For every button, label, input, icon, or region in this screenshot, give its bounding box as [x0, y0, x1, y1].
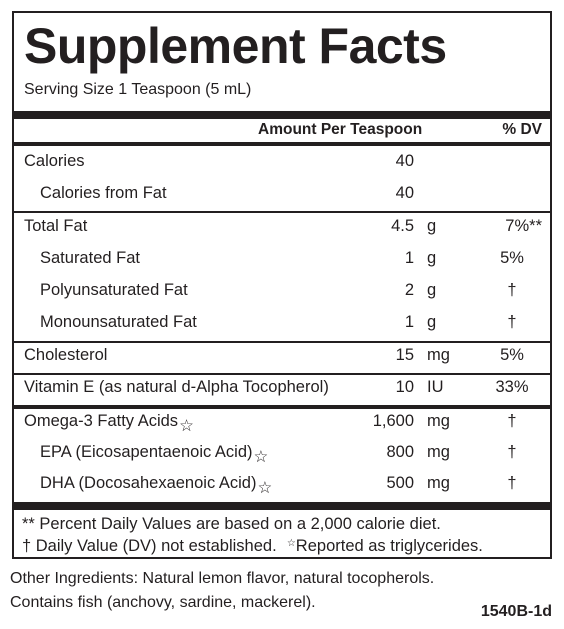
row-label: Vitamin E (as natural d-Alpha Tocopherol…: [24, 377, 329, 398]
row-dv: †: [507, 313, 517, 331]
row-calories: Calories 40: [14, 146, 550, 178]
row-label-text: EPA: [40, 443, 71, 461]
row-unit: IU: [427, 378, 444, 396]
row-dv: 5%: [500, 346, 524, 364]
row-label: Saturated Fat: [40, 249, 140, 267]
row-omega-3: Omega-3 Fatty Acids ☆ 1,600 mg †: [14, 406, 550, 438]
row-saturated-fat: Saturated Fat 1 g 5%: [14, 243, 550, 275]
star-icon: ☆: [286, 538, 296, 549]
divider: [14, 211, 550, 213]
header-dv: % DV: [502, 121, 542, 138]
serving-size: Serving Size 1 Teaspoon (5 mL): [24, 81, 252, 98]
row-amount: 1: [404, 249, 414, 267]
row-label: DHA (Docosahexaenoic Acid) ☆: [40, 473, 272, 497]
footnote-text: † Daily Value (DV) not established.: [22, 537, 277, 555]
row-label: Total Fat: [24, 217, 88, 235]
row-label-text: Omega-3 Fatty Acids: [24, 412, 179, 430]
row-unit: g: [427, 249, 437, 267]
row-dha: DHA (Docosahexaenoic Acid) ☆ 500 mg †: [14, 468, 550, 500]
row-unit: mg: [427, 443, 450, 461]
row-amount: 1,600: [372, 412, 414, 430]
header-rule: [14, 142, 550, 146]
row-amount: 4.5: [391, 217, 414, 235]
row-label: Calories from Fat: [40, 184, 167, 202]
row-unit: mg: [427, 474, 450, 492]
row-dv: †: [507, 281, 517, 299]
divider: [14, 373, 550, 375]
row-label: EPA (Eicosapentaenoic Acid) ☆: [40, 442, 268, 466]
row-vitamin-e: Vitamin E (as natural d-Alpha Tocopherol…: [14, 372, 550, 404]
row-unit: mg: [427, 346, 450, 364]
row-label: Cholesterol: [24, 346, 108, 364]
row-amount: 2: [404, 281, 414, 299]
row-unit: g: [427, 281, 437, 299]
row-label: Omega-3 Fatty Acids ☆: [24, 411, 194, 435]
row-dv: †: [507, 412, 517, 430]
other-ingredients: Other Ingredients: Natural lemon flavor,…: [10, 570, 435, 587]
thick-rule-bottom: [14, 502, 550, 510]
row-amount: 15: [395, 346, 414, 364]
row-amount: 40: [395, 152, 414, 170]
thick-rule-top: [14, 111, 550, 119]
row-epa: EPA (Eicosapentaenoic Acid) ☆ 800 mg †: [14, 437, 550, 469]
row-amount: 800: [386, 443, 414, 461]
allergen-statement: Contains fish (anchovy, sardine, mackere…: [10, 594, 316, 611]
row-label-text: DHA: [40, 474, 74, 492]
row-monounsaturated-fat: Monounsaturated Fat 1 g †: [14, 307, 550, 339]
thick-divider: [14, 405, 550, 409]
supplement-facts-panel: Supplement Facts Serving Size 1 Teaspoon…: [12, 11, 552, 559]
row-label-note: (as natural d-Alpha Tocopherol): [98, 378, 329, 396]
row-total-fat: Total Fat 4.5 g 7%**: [14, 211, 550, 243]
row-label-note: (Docosahexaenoic Acid): [78, 474, 257, 492]
row-label: Polyunsaturated Fat: [40, 281, 188, 299]
footnote-percent-dv: ** Percent Daily Values are based on a 2…: [22, 515, 441, 533]
panel-title: Supplement Facts: [24, 18, 447, 74]
row-label-text: Vitamin E: [24, 378, 95, 396]
row-label: Calories: [24, 152, 85, 170]
row-amount: 500: [386, 474, 414, 492]
row-unit: mg: [427, 412, 450, 430]
row-label: Monounsaturated Fat: [40, 313, 197, 331]
row-amount: 40: [395, 184, 414, 202]
row-amount: 1: [404, 313, 414, 331]
product-code: 1540B-1d: [480, 603, 552, 620]
row-label-note: (Eicosapentaenoic Acid): [75, 443, 253, 461]
row-calories-from-fat: Calories from Fat 40: [14, 178, 550, 210]
star-icon: ☆: [257, 479, 273, 497]
row-dv: 7%**: [505, 217, 542, 235]
footnote-dv-not-established: † Daily Value (DV) not established. ☆Rep…: [22, 536, 483, 559]
row-polyunsaturated-fat: Polyunsaturated Fat 2 g †: [14, 275, 550, 307]
row-dv: †: [507, 474, 517, 492]
row-unit: g: [427, 217, 437, 235]
star-icon: ☆: [179, 417, 194, 435]
row-amount: 10: [395, 378, 414, 396]
header-amount: Amount Per Teaspoon: [258, 121, 423, 138]
row-dv: †: [507, 443, 517, 461]
star-icon: ☆: [253, 448, 269, 466]
footnote-text: Reported as triglycerides.: [295, 537, 483, 555]
divider: [14, 341, 550, 343]
row-cholesterol: Cholesterol 15 mg 5%: [14, 340, 550, 372]
row-unit: g: [427, 313, 437, 331]
row-dv: 5%: [500, 249, 524, 267]
row-dv: 33%: [495, 378, 529, 396]
